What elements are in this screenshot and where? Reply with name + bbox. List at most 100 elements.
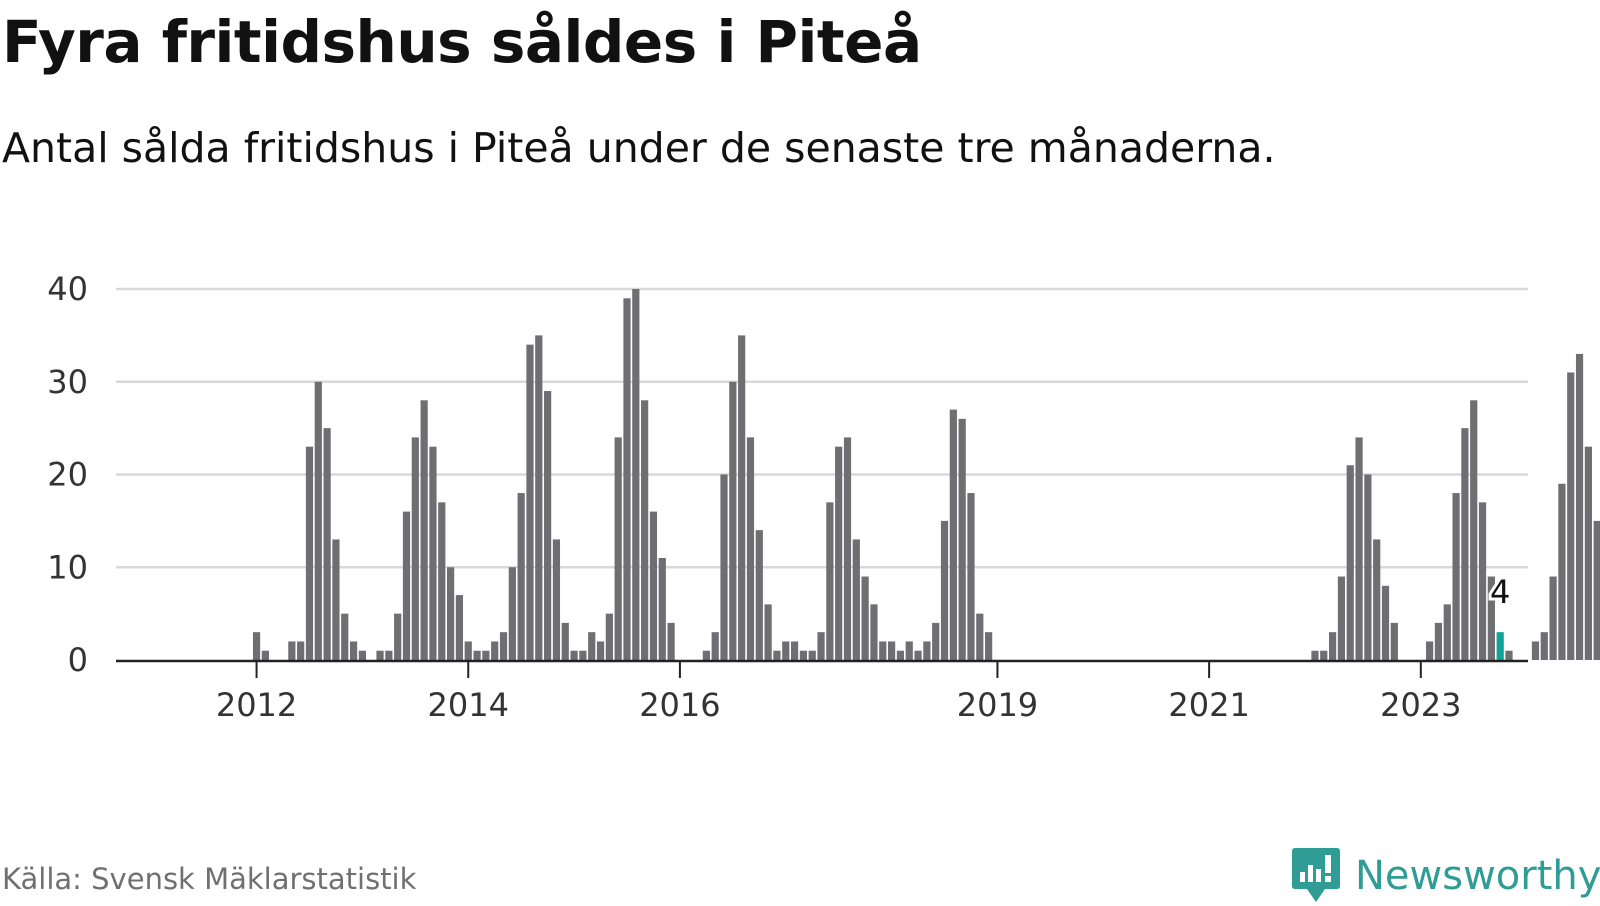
bar: [641, 400, 649, 660]
bar: [438, 502, 446, 660]
bar: [1575, 353, 1584, 660]
bar: [349, 641, 358, 660]
bar: [561, 622, 569, 660]
bar: [420, 400, 428, 660]
bar: [579, 650, 587, 660]
bar: [376, 650, 384, 660]
bar: [1346, 465, 1354, 660]
bar: [1390, 622, 1398, 660]
data-labels: 4: [1487, 570, 1513, 614]
bar: [658, 557, 666, 660]
y-tick-label: 10: [47, 548, 88, 586]
bar: [923, 641, 931, 660]
bar: [1461, 428, 1469, 661]
bar: [508, 567, 516, 660]
bar: [1567, 372, 1575, 660]
bar: [447, 567, 455, 660]
bar: [552, 539, 561, 660]
bar: [1434, 622, 1443, 660]
bar: [764, 604, 772, 660]
bar: [790, 641, 799, 660]
bar: [1593, 520, 1600, 661]
bar: [914, 650, 922, 660]
bar: [1470, 400, 1478, 660]
bar: [261, 650, 269, 660]
bar: [332, 539, 340, 660]
bar: [667, 622, 675, 660]
bar: [782, 641, 790, 660]
bar: [949, 409, 957, 660]
bar: [702, 650, 710, 660]
source-note: Källa: Svensk Mäklarstatistik: [2, 862, 417, 896]
bar: [888, 641, 896, 660]
bar: [402, 511, 411, 660]
bar: [1443, 604, 1451, 660]
bar: [711, 632, 719, 660]
bar: [588, 632, 596, 660]
bar: [1381, 585, 1390, 660]
bar: [755, 530, 763, 660]
bar: [1540, 632, 1548, 660]
bar: [879, 641, 887, 660]
chart-title: Fyra fritidshus såldes i Piteå: [2, 8, 922, 76]
bar: [385, 650, 393, 660]
bar: [1558, 483, 1566, 660]
bar: [738, 335, 746, 661]
x-tick-label: 2023: [1380, 686, 1461, 724]
bar: [817, 632, 825, 660]
bar: [1311, 650, 1319, 660]
bar: [464, 641, 472, 660]
bar: [1452, 493, 1460, 660]
bar: [720, 474, 728, 660]
x-axis: 2012 2014 2016 2019 2021 2023: [116, 659, 1528, 724]
y-axis-ticks: 0 10 20 30 40: [47, 270, 88, 679]
bar: [1426, 641, 1434, 660]
x-tick-label: 2021: [1168, 686, 1249, 724]
bar: [1505, 650, 1513, 660]
bar: [896, 650, 905, 660]
bar: [835, 446, 843, 660]
x-tick-label: 2019: [957, 686, 1038, 724]
gridlines: [116, 287, 1528, 569]
y-tick-label: 40: [47, 270, 88, 308]
bar: [632, 289, 640, 660]
bar: [1549, 576, 1557, 660]
bar: [861, 576, 869, 660]
bar: [1531, 641, 1540, 660]
bar: [932, 622, 940, 660]
bar: [1478, 502, 1487, 660]
bar: [252, 632, 261, 660]
bar: [544, 391, 552, 660]
brand-logo-block: Newsworthy: [1291, 846, 1600, 906]
bar: [976, 613, 984, 661]
bar: [341, 613, 349, 661]
bar: [905, 641, 913, 660]
bar: [649, 511, 658, 660]
bar: [411, 437, 419, 660]
bar: [297, 641, 305, 660]
bar: [499, 632, 508, 660]
bar: [305, 446, 314, 660]
bar: [1355, 437, 1363, 660]
bar: [1329, 632, 1337, 660]
bar: [967, 493, 975, 660]
bar: [323, 428, 331, 661]
bar: [985, 632, 993, 660]
bar: [826, 502, 834, 660]
y-tick-label: 30: [47, 363, 88, 401]
y-tick-label: 20: [47, 456, 88, 494]
bar: [394, 613, 402, 661]
bar: [491, 641, 499, 660]
bar: [1584, 446, 1592, 660]
bar: [1487, 576, 1495, 660]
bar: [623, 298, 631, 660]
x-tick-label: 2012: [216, 686, 297, 724]
highlight-value-label: 4: [1490, 573, 1510, 611]
bar: [1373, 539, 1381, 660]
bar-highlight: [1496, 632, 1504, 660]
bar: [570, 650, 578, 660]
bar: [517, 493, 525, 660]
bar: [358, 650, 366, 660]
bar: [605, 613, 613, 661]
